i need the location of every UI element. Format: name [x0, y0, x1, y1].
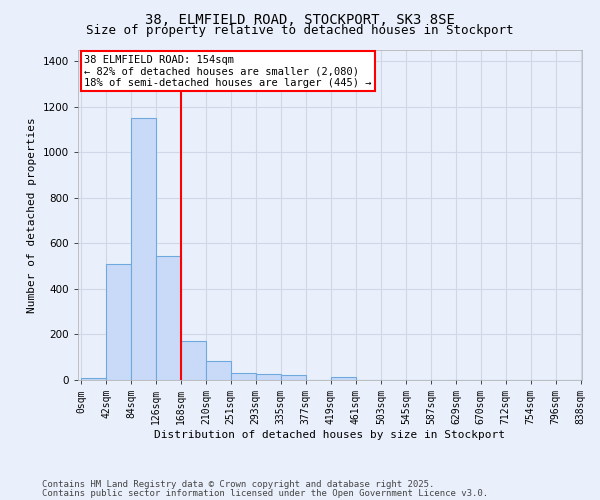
Bar — [156, 256, 181, 380]
Bar — [281, 376, 306, 380]
Bar — [106, 264, 131, 380]
Bar — [230, 372, 256, 380]
Text: 38 ELMFIELD ROAD: 154sqm
← 82% of detached houses are smaller (2,080)
18% of sem: 38 ELMFIELD ROAD: 154sqm ← 82% of detach… — [84, 54, 371, 88]
Bar — [131, 118, 156, 380]
Bar — [81, 378, 106, 380]
Y-axis label: Number of detached properties: Number of detached properties — [27, 117, 37, 313]
Text: Size of property relative to detached houses in Stockport: Size of property relative to detached ho… — [86, 24, 514, 37]
Bar — [206, 360, 231, 380]
Text: Contains public sector information licensed under the Open Government Licence v3: Contains public sector information licen… — [42, 488, 488, 498]
Bar — [181, 342, 206, 380]
Text: Contains HM Land Registry data © Crown copyright and database right 2025.: Contains HM Land Registry data © Crown c… — [42, 480, 434, 489]
X-axis label: Distribution of detached houses by size in Stockport: Distribution of detached houses by size … — [155, 430, 505, 440]
Text: 38, ELMFIELD ROAD, STOCKPORT, SK3 8SE: 38, ELMFIELD ROAD, STOCKPORT, SK3 8SE — [145, 12, 455, 26]
Bar — [331, 376, 356, 380]
Bar — [256, 374, 281, 380]
